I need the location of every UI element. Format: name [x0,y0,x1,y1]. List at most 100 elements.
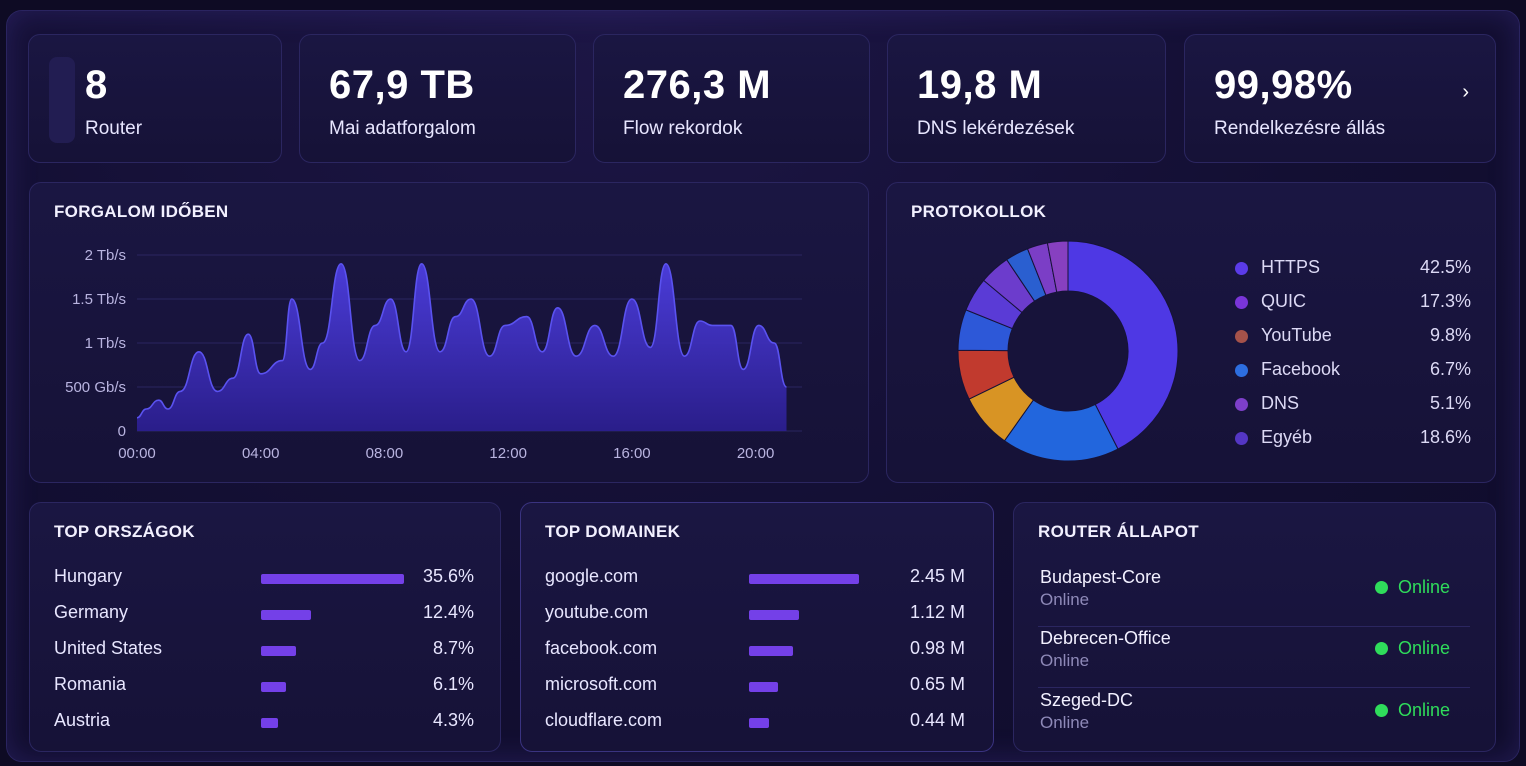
bar-fill [749,718,769,728]
router-name: Szeged-DC [1040,690,1134,710]
legend-swatch [1235,364,1248,377]
list-item-label: United States [54,638,163,658]
kpi-value: 99,98% [1214,63,1353,107]
x-tick-label: 08:00 [366,445,404,462]
list-item-label: google.com [545,566,639,586]
legend-item-quic[interactable]: QUIC 17.3% [1235,291,1471,313]
legend-label: Facebook [1261,359,1341,379]
kpi-card-flows[interactable]: 276,3 M Flow rekordok [593,34,870,163]
bar-track [749,718,859,728]
kpi-label: DNS lekérdezések [917,118,1075,139]
legend-label: QUIC [1261,291,1306,311]
list-item[interactable]: Austria 4.3% [54,710,474,734]
kpi-value: 67,9 TB [329,63,475,107]
traffic-chart: 0 500 Gb/s 1 Tb/s 1.5 Tb/s 2 Tb/s 00:00 04:00… [65,247,802,462]
router-subtitle: Online [1040,651,1090,670]
list-item-value: 0.65 M [909,674,965,694]
router-status-badge: Online [1374,638,1450,659]
router-subtitle: Online [1040,590,1090,609]
legend-item-youtube[interactable]: YouTube 9.8% [1235,325,1471,347]
kpi-value: 8 [85,63,108,107]
x-tick-label: 00:00 [118,445,156,462]
router-row-debrecen-office[interactable]: Debrecen-Office Online Online [1038,628,1470,688]
bar-fill [261,718,278,728]
kpi-card-traffic[interactable]: 67,9 TB Mai adatforgalom [299,34,576,163]
router-status-text: Online [1397,700,1450,720]
kpi-label: Mai adatforgalom [329,118,476,139]
legend-swatch [1235,262,1248,275]
legend-swatch [1235,398,1248,411]
list-item[interactable]: google.com 2.45 M [545,566,965,590]
list-item-value: 8.7% [432,638,474,658]
list-item-label: Romania [54,674,127,694]
router-status-title: ROUTER ÁLLAPOT [1038,522,1199,541]
list-item[interactable]: microsoft.com 0.65 M [545,674,965,698]
kpi-card-routers[interactable]: 8 Router [28,34,282,163]
traffic-chart-card: FORGALOM IDŐBEN 0 500 Gb/s 1 Tb/s 1.5 Tb/s 2… [29,182,869,483]
legend-item-dns[interactable]: DNS 5.1% [1235,393,1471,415]
legend-value: 18.6% [1419,427,1471,447]
legend-value: 5.1% [1429,393,1471,413]
legend-item-egyeb[interactable]: Egyéb 18.6% [1235,427,1471,449]
bar-fill [749,610,799,620]
list-item-value: 12.4% [422,602,474,622]
kpi-card-availability[interactable]: 99,98% Rendelkezésre állás › [1184,34,1496,163]
protocols-donut-chart [957,240,1179,462]
legend-label: YouTube [1261,325,1332,345]
list-item-label: Germany [54,602,129,622]
y-tick-label: 2 Tb/s [85,247,126,264]
bar-fill [261,610,311,620]
router-status-text: Online [1397,638,1450,658]
router-row-budapest-core[interactable]: Budapest-Core Online Online [1038,567,1470,627]
list-item-label: Austria [54,710,111,730]
router-status-badge: Online [1374,577,1450,598]
bar-fill [749,574,859,584]
legend-label: Egyéb [1261,427,1313,447]
list-item[interactable]: youtube.com 1.12 M [545,602,965,626]
legend-item-facebook[interactable]: Facebook 6.7% [1235,359,1471,381]
bar-fill [749,646,793,656]
list-item-label: Hungary [54,566,123,586]
bar-track [261,682,404,692]
router-row-szeged-dc[interactable]: Szeged-DC Online Online [1038,690,1470,750]
list-item[interactable]: Romania 6.1% [54,674,474,698]
list-item-label: youtube.com [545,602,649,622]
list-item-label: facebook.com [545,638,658,658]
list-item-value: 0.44 M [909,710,965,730]
chevron-right-icon[interactable]: › [1462,81,1469,103]
bar-track [261,574,404,584]
list-item-label: cloudflare.com [545,710,663,730]
legend-swatch [1235,432,1248,445]
protocols-title: PROTOKOLLOK [911,202,1047,221]
legend-value: 17.3% [1419,291,1471,311]
top-domains-title: TOP DOMAINEK [545,522,681,541]
legend-value: 42.5% [1419,257,1471,277]
bar-track [749,574,859,584]
legend-swatch [1235,296,1248,309]
kpi-card-dns[interactable]: 19,8 M DNS lekérdezések [887,34,1166,163]
kpi-value: 276,3 M [623,63,772,107]
legend-value: 6.7% [1429,359,1471,379]
bar-track [749,646,859,656]
top-domains-card: TOP DOMAINEK google.com 2.45 M youtube.com… [520,502,994,752]
kpi-label: Flow rekordok [623,118,743,139]
router-status-badge: Online [1374,700,1450,721]
traffic-area [137,263,787,431]
kpi-label: Router [85,118,143,139]
legend-label: HTTPS [1261,257,1321,277]
y-tick-label: 1 Tb/s [85,335,126,352]
list-item-value: 0.98 M [909,638,965,658]
list-item[interactable]: Germany 12.4% [54,602,474,626]
list-item[interactable]: Hungary 35.6% [54,566,474,590]
list-item[interactable]: United States 8.7% [54,638,474,662]
x-tick-label: 16:00 [613,445,651,462]
list-item[interactable]: facebook.com 0.98 M [545,638,965,662]
legend-item-https[interactable]: HTTPS 42.5% [1235,257,1471,279]
list-item-value: 6.1% [432,674,474,694]
list-item-value: 4.3% [432,710,474,730]
legend-label: DNS [1261,393,1300,413]
bar-track [749,610,859,620]
list-item[interactable]: cloudflare.com 0.44 M [545,710,965,734]
y-tick-label: 500 Gb/s [65,379,126,396]
top-countries-card: TOP ORSZÁGOK Hungary 35.6% Germany 12.4% Uni… [29,502,501,752]
